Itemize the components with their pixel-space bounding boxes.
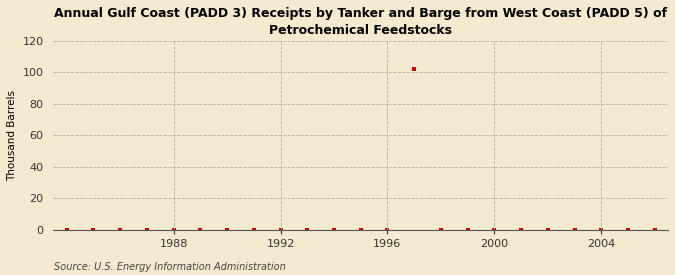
Y-axis label: Thousand Barrels: Thousand Barrels — [7, 90, 17, 181]
Text: Source: U.S. Energy Information Administration: Source: U.S. Energy Information Administ… — [54, 262, 286, 272]
Title: Annual Gulf Coast (PADD 3) Receipts by Tanker and Barge from West Coast (PADD 5): Annual Gulf Coast (PADD 3) Receipts by T… — [54, 7, 668, 37]
